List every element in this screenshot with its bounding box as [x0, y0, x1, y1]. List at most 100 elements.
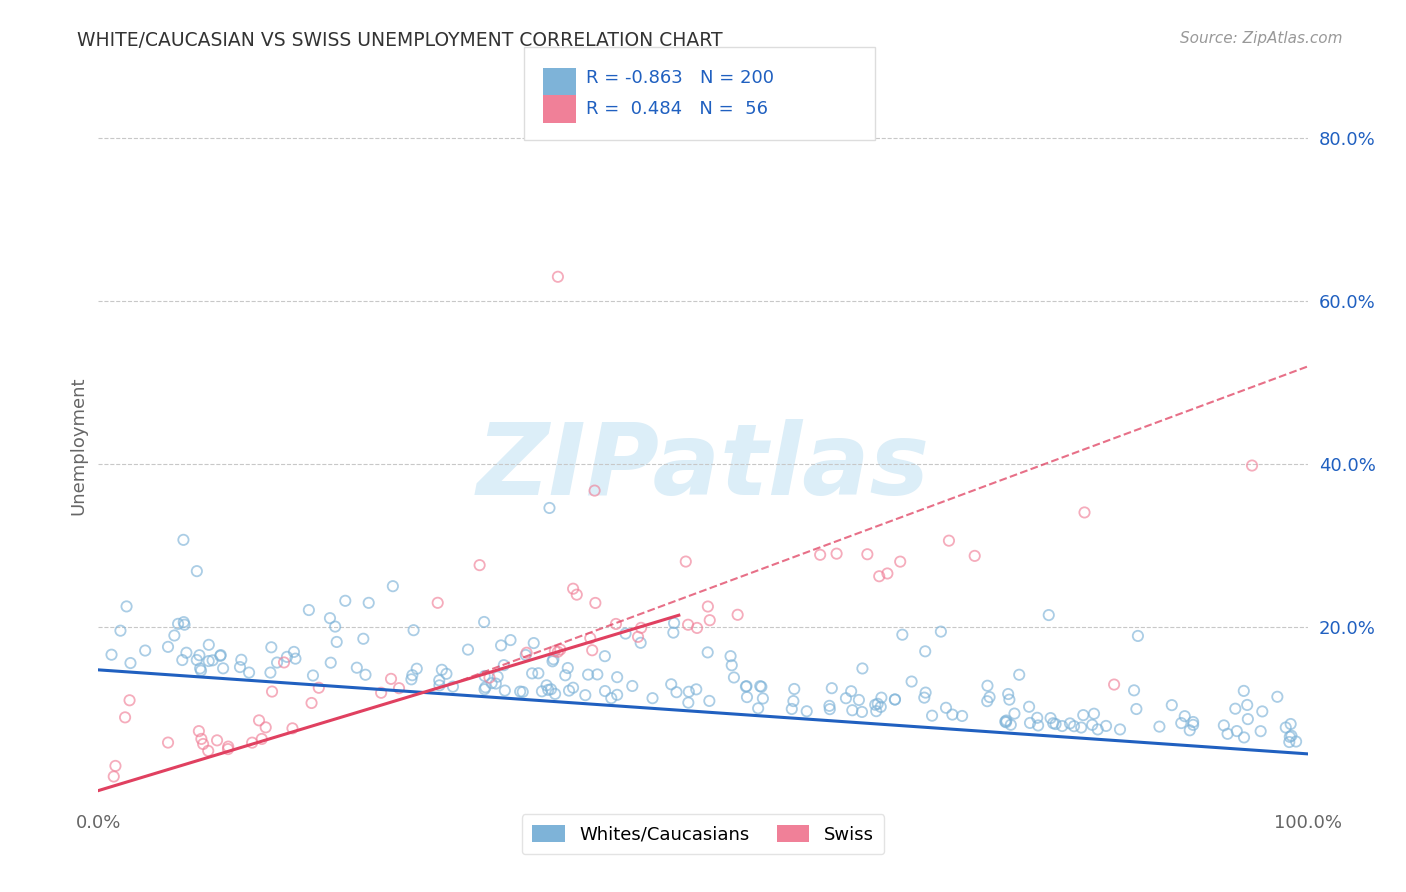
Point	[818, 698, 841, 713]
Point	[891, 628, 914, 642]
Point	[1109, 723, 1132, 737]
Point	[308, 681, 330, 695]
Point	[1008, 667, 1031, 681]
Point	[1233, 684, 1256, 698]
Point	[254, 720, 277, 734]
Point	[323, 619, 346, 633]
Point	[188, 648, 211, 663]
Point	[912, 690, 935, 705]
Point	[865, 704, 887, 718]
Point	[586, 667, 609, 681]
Point	[565, 588, 588, 602]
Point	[995, 715, 1018, 730]
Point	[474, 669, 496, 683]
Point	[1050, 719, 1073, 733]
Point	[1216, 727, 1239, 741]
Point	[512, 685, 534, 699]
Point	[659, 677, 682, 691]
Text: ZIPatlas: ZIPatlas	[477, 419, 929, 516]
Point	[494, 683, 516, 698]
Point	[605, 616, 627, 631]
Point	[921, 708, 943, 723]
Point	[298, 603, 321, 617]
Point	[576, 667, 599, 681]
Point	[821, 681, 844, 696]
Point	[1236, 698, 1258, 712]
Point	[380, 672, 402, 686]
Point	[260, 684, 283, 698]
Point	[1045, 717, 1067, 731]
Point	[191, 737, 214, 751]
Point	[593, 649, 616, 664]
Point	[1281, 729, 1303, 743]
Point	[723, 671, 745, 685]
Point	[538, 500, 561, 515]
Point	[260, 640, 283, 655]
Point	[520, 666, 543, 681]
Point	[114, 710, 136, 724]
Point	[583, 596, 606, 610]
Point	[1149, 720, 1171, 734]
Point	[581, 643, 603, 657]
Point	[1000, 717, 1022, 731]
Point	[696, 599, 718, 614]
Point	[1274, 721, 1296, 735]
Point	[357, 596, 380, 610]
Point	[319, 611, 342, 625]
Point	[1126, 629, 1149, 643]
Point	[678, 696, 700, 710]
Point	[825, 547, 848, 561]
Point	[103, 770, 125, 784]
Point	[900, 674, 922, 689]
Point	[197, 654, 219, 668]
Point	[401, 668, 423, 682]
Point	[1123, 683, 1146, 698]
Point	[134, 643, 156, 657]
Point	[401, 673, 423, 687]
Point	[1251, 705, 1274, 719]
Point	[186, 564, 208, 578]
Point	[172, 533, 194, 547]
Point	[217, 742, 239, 756]
Point	[284, 651, 307, 665]
Point	[515, 648, 537, 662]
Point	[173, 617, 195, 632]
Point	[818, 702, 841, 716]
Point	[489, 639, 512, 653]
Point	[430, 663, 453, 677]
Point	[749, 679, 772, 693]
Point	[675, 555, 697, 569]
Point	[1240, 458, 1263, 473]
Point	[1226, 724, 1249, 739]
Point	[1039, 711, 1062, 725]
Point	[1063, 719, 1085, 733]
Point	[190, 731, 212, 746]
Point	[426, 596, 449, 610]
Point	[110, 624, 132, 638]
Point	[579, 631, 602, 645]
Point	[720, 658, 742, 673]
Point	[1026, 711, 1049, 725]
Point	[747, 701, 769, 715]
Point	[231, 653, 253, 667]
Point	[1081, 718, 1104, 732]
Point	[186, 653, 208, 667]
Point	[848, 693, 870, 707]
Point	[247, 714, 270, 728]
Point	[197, 744, 219, 758]
Point	[544, 687, 567, 701]
Point	[301, 696, 323, 710]
Point	[963, 549, 986, 563]
Point	[752, 691, 775, 706]
Point	[427, 673, 450, 688]
Point	[796, 704, 818, 718]
Point	[1070, 721, 1092, 735]
Point	[354, 667, 377, 681]
Point	[1019, 715, 1042, 730]
Point	[678, 684, 700, 698]
Point	[1087, 723, 1109, 737]
Point	[550, 642, 572, 657]
Point	[499, 633, 522, 648]
Point	[841, 703, 863, 717]
Point	[429, 678, 451, 692]
